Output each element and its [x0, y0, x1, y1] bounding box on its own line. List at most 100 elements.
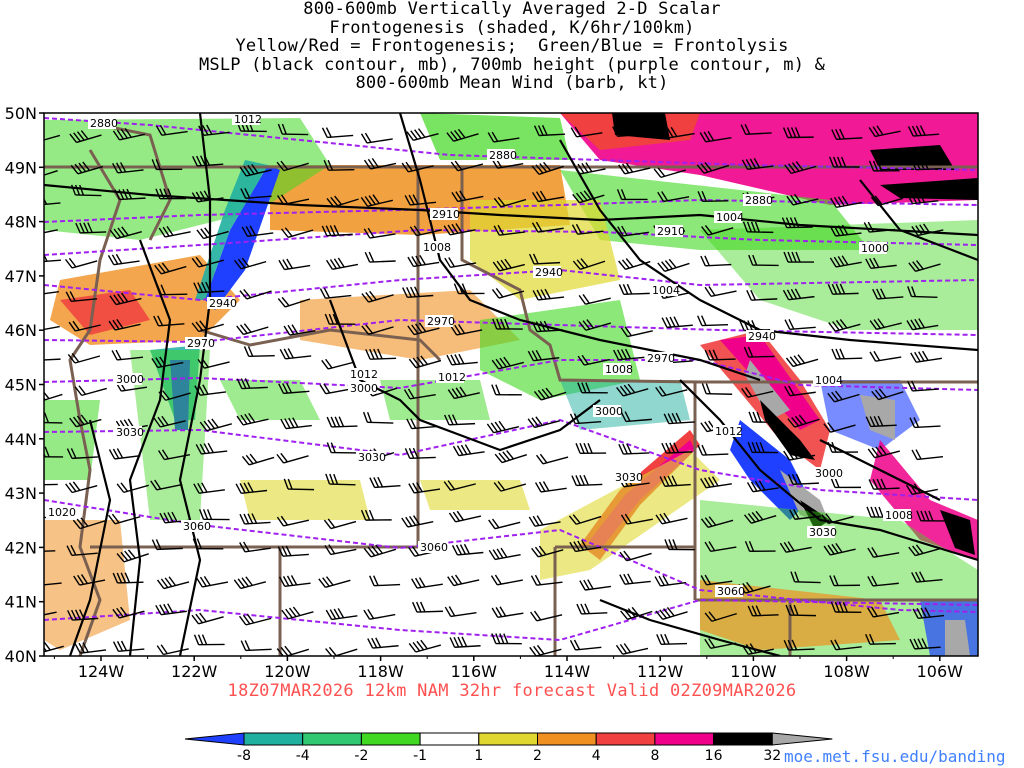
wind-barb	[907, 125, 940, 137]
wind-barb	[116, 549, 149, 563]
height-label: 3030	[809, 526, 837, 539]
height-label: 3030	[615, 471, 643, 484]
wind-barb	[199, 418, 232, 432]
wind-barb	[193, 281, 225, 294]
wind-barb	[443, 414, 476, 426]
wind-barb	[571, 223, 604, 235]
wind-barb	[577, 382, 608, 394]
wind-barb	[150, 479, 183, 491]
wind-barb	[280, 417, 312, 430]
lon-label: 110W	[730, 662, 777, 681]
wind-barb	[407, 254, 440, 268]
wind-barb	[530, 610, 563, 622]
wind-barb	[697, 191, 729, 202]
lat-label: 40N	[5, 647, 37, 666]
colorbar-tick-label: -4	[296, 748, 310, 764]
wind-barb	[910, 350, 942, 363]
wind-barb	[572, 258, 606, 270]
wind-barb	[323, 159, 355, 171]
wind-barb	[748, 411, 779, 424]
colorbar-swatch	[243, 732, 304, 746]
lat-label: 48N	[5, 213, 37, 232]
wind-barb	[573, 162, 606, 175]
wind-barb	[157, 449, 191, 461]
wind-barb	[108, 318, 141, 331]
wind-barb	[44, 229, 58, 236]
wind-barb	[191, 256, 224, 268]
wind-barb	[783, 639, 815, 651]
wind-barb	[662, 126, 695, 139]
height-label: 2880	[489, 149, 517, 162]
wind-barb	[360, 132, 393, 144]
wind-barb	[451, 543, 484, 556]
wind-barb	[569, 639, 602, 651]
wind-barb	[407, 322, 440, 336]
wind-barb	[747, 441, 779, 454]
pressure-label: 1012	[234, 113, 262, 126]
wind-barb	[321, 358, 354, 370]
wind-barb	[908, 544, 941, 557]
wind-barb	[109, 226, 142, 240]
wind-barb	[240, 187, 272, 199]
wind-barb	[236, 323, 269, 336]
wind-barb	[867, 445, 900, 459]
wind-barb	[326, 442, 358, 454]
height-label: 3000	[815, 467, 843, 480]
wind-barb	[153, 315, 185, 327]
wind-barb	[571, 474, 603, 487]
wind-barb	[367, 637, 399, 649]
wind-barb	[278, 382, 310, 395]
wind-barb	[784, 319, 816, 331]
wind-barb	[67, 609, 99, 621]
height-label: 3000	[595, 405, 623, 418]
wind-barb	[325, 608, 358, 621]
wind-barb	[911, 223, 944, 237]
forecast-timestamp: 18Z07MAR2026 12km NAM 32hr forecast Vali…	[227, 681, 797, 701]
wind-barb	[872, 288, 904, 300]
wind-barb	[65, 291, 98, 303]
wind-barb	[280, 227, 314, 239]
wind-barb	[578, 294, 611, 305]
wind-barb	[829, 195, 862, 208]
height-label: 2880	[745, 194, 773, 207]
wind-barb	[44, 358, 61, 362]
wind-barb	[361, 290, 394, 303]
wind-barb	[155, 124, 188, 136]
wind-barb	[325, 473, 356, 486]
wind-barb	[655, 606, 688, 620]
wind-barb	[277, 296, 311, 308]
lon-label: 124W	[78, 662, 125, 681]
wind-barb	[44, 412, 63, 424]
wind-barb	[704, 638, 737, 649]
wind-barb	[443, 480, 476, 491]
wind-barb	[401, 515, 434, 528]
wind-barb	[193, 482, 225, 494]
wind-barb	[44, 291, 59, 296]
wind-barb	[278, 575, 311, 587]
wind-barb	[831, 128, 863, 140]
wind-barb	[321, 225, 353, 237]
wind-barb	[198, 124, 230, 137]
colorbar-swatch	[419, 732, 480, 746]
colorbar-tick-label: 32	[763, 748, 781, 764]
wind-barb	[239, 513, 271, 525]
wind-barb	[789, 508, 821, 520]
wind-barb	[579, 579, 612, 591]
wind-barb	[781, 217, 813, 229]
wind-barb	[620, 513, 653, 525]
wind-barb	[741, 643, 774, 655]
wind-barb	[443, 223, 476, 236]
wind-barb	[453, 283, 485, 295]
wind-barb	[406, 418, 438, 430]
pressure-label: 1008	[885, 509, 913, 522]
wind-barb	[243, 346, 275, 358]
colorbar-swatch	[360, 732, 421, 746]
wind-barb	[743, 510, 777, 524]
lat-label: 43N	[5, 484, 37, 503]
title-line-2: Frontogenesis (shaded, K/6hr/100km)	[329, 17, 695, 38]
wind-barb	[235, 482, 268, 495]
wind-barb	[490, 574, 523, 586]
height-label: 3060	[183, 520, 211, 533]
lon-label: 122W	[171, 662, 218, 681]
wind-barb	[656, 633, 688, 645]
